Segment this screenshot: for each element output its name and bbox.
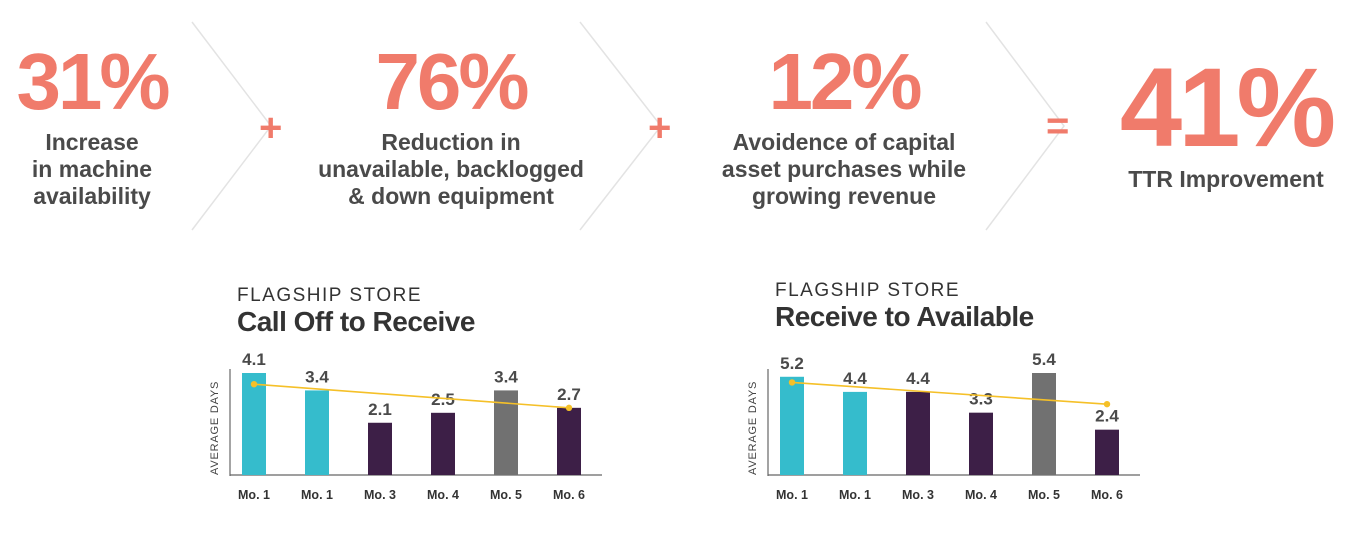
y-axis-label: AVERAGE DAYS — [209, 381, 221, 475]
x-tick-label: Mo. 5 — [490, 488, 522, 502]
bar — [969, 412, 993, 475]
bar-value-label: 2.7 — [557, 385, 581, 404]
stat-value: 12% — [768, 37, 922, 126]
equals-operator: = — [1046, 104, 1070, 148]
bar — [368, 422, 392, 475]
bar-value-label: 2.1 — [368, 400, 392, 419]
chart-title: Call Off to Receive — [237, 306, 475, 337]
stat-label: TTR Improvement — [1128, 166, 1324, 192]
bar — [906, 391, 930, 475]
plus-operator-1: + — [259, 106, 283, 150]
chevron-divider-3 — [985, 21, 1065, 231]
trend-line — [253, 383, 570, 409]
stat-label: Avoidence of capital asset purchases whi… — [721, 129, 967, 209]
stat-label: Increase in machine availability — [31, 129, 153, 209]
bar — [431, 412, 455, 475]
chart-title: Receive to Available — [775, 301, 1034, 332]
y-axis-label: AVERAGE DAYS — [747, 381, 759, 475]
chart-kicker: FLAGSHIP STORE — [237, 285, 423, 306]
chart-receive-to-available: FLAGSHIP STORE Receive to Available — [775, 280, 1155, 520]
bar-value-label: 2.5 — [431, 390, 455, 409]
stat-machine-availability: 31% Increase in machine availability — [0, 42, 184, 210]
trend-point — [1103, 400, 1111, 408]
trend-point — [565, 404, 573, 412]
x-tick-label: Mo. 3 — [364, 488, 396, 502]
x-tick-label: Mo. 4 — [427, 488, 459, 502]
chevron-divider-1 — [191, 21, 272, 231]
trend-point — [250, 380, 258, 388]
bar-value-label: 3.4 — [305, 367, 329, 386]
bar-value-label: 5.4 — [1032, 350, 1056, 369]
chart-plot-receive: AVERAGE DAYS 5.2 Mo. 1 4.4 Mo. 1 4.4 Mo. 3 3.3 M… — [747, 350, 1140, 502]
x-tick-label: Mo. 5 — [1028, 488, 1060, 502]
bar-value-label: 3.4 — [494, 367, 518, 386]
bar-value-label: 3.3 — [969, 390, 993, 409]
stat-value: 31% — [16, 37, 170, 126]
bar — [780, 376, 804, 475]
x-tick-label: Mo. 6 — [553, 488, 585, 502]
chevron-divider-2 — [579, 21, 662, 231]
bar-value-label: 5.2 — [780, 354, 804, 373]
stat-capital-avoidance: 12% Avoidence of capital asset purchases… — [690, 42, 998, 210]
bar — [557, 407, 581, 475]
bar — [305, 390, 329, 475]
stat-ttr-improvement: 41% TTR Improvement — [1100, 52, 1352, 193]
plus-operator-2: + — [648, 106, 672, 150]
bar-value-label: 4.1 — [242, 350, 266, 369]
x-tick-label: Mo. 3 — [902, 488, 934, 502]
x-tick-label: Mo. 1 — [839, 488, 871, 502]
x-tick-label: Mo. 4 — [965, 488, 997, 502]
bar — [1032, 373, 1056, 475]
stat-value: 76% — [375, 37, 529, 126]
bar-value-label: 2.4 — [1095, 407, 1119, 426]
x-tick-label: Mo. 6 — [1091, 488, 1123, 502]
stat-value: 41% — [1119, 45, 1336, 170]
bar-value-label: 4.4 — [843, 369, 867, 388]
chart-kicker: FLAGSHIP STORE — [775, 280, 961, 301]
x-tick-label: Mo. 1 — [301, 488, 333, 502]
trend-line — [791, 381, 1108, 405]
bar — [1095, 429, 1119, 475]
bar — [494, 390, 518, 475]
x-tick-label: Mo. 1 — [238, 488, 270, 502]
chart-plot-call-off: AVERAGE DAYS 4.1 Mo. 1 3.4 Mo. 1 2.1 Mo. 3 2.5 M… — [209, 350, 602, 502]
chevron-dividers — [191, 21, 1065, 231]
bar — [843, 391, 867, 475]
trend-point — [788, 379, 796, 386]
x-tick-label: Mo. 1 — [776, 488, 808, 502]
bar-value-label: 4.4 — [906, 369, 930, 388]
stat-equipment-reduction: 76% Reduction in unavailable, backlogged… — [290, 42, 612, 210]
bar — [242, 373, 266, 475]
stat-label: Reduction in unavailable, backlogged & d… — [318, 129, 584, 209]
chart-call-off-to-receive: FLAGSHIP STORE Call Off to Receive — [237, 285, 617, 525]
